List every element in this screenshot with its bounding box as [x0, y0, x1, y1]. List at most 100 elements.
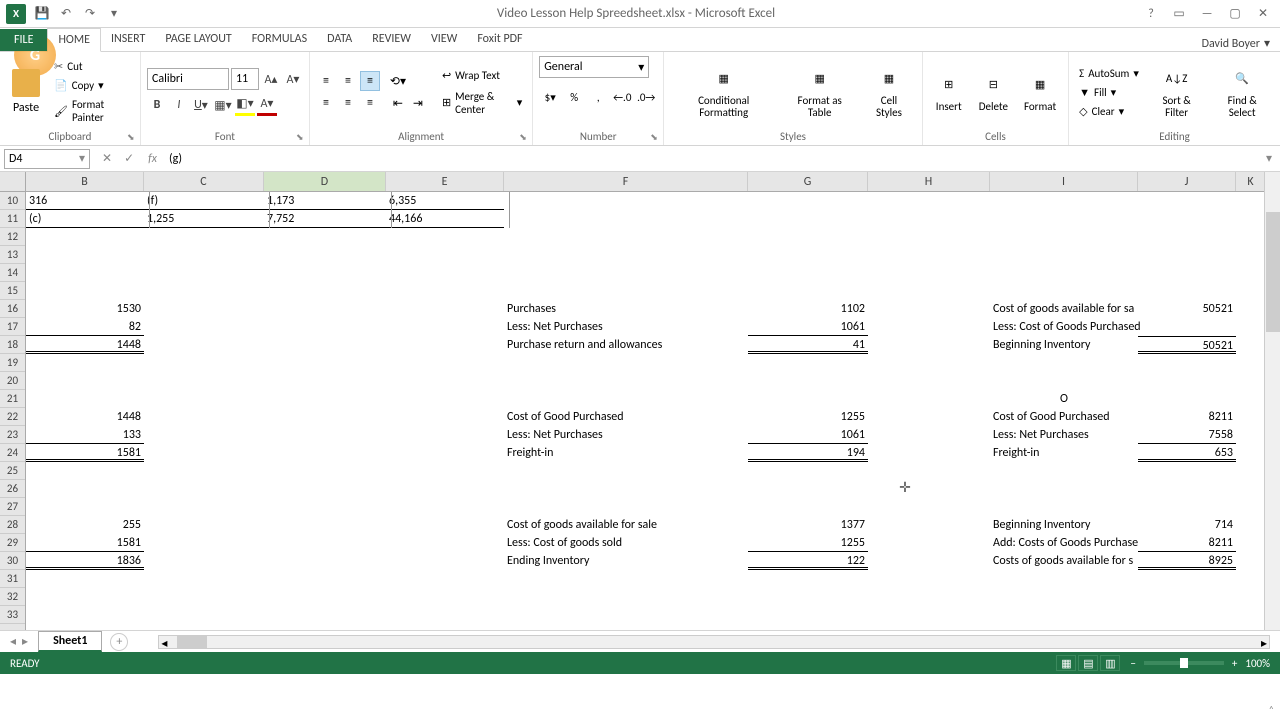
row-header[interactable]: 22	[0, 408, 25, 426]
row-header[interactable]: 30	[0, 552, 25, 570]
cell[interactable]: 44,166	[386, 210, 504, 228]
row-header[interactable]: 15	[0, 282, 25, 300]
cell[interactable]: 6,355	[386, 192, 504, 210]
align-right-icon[interactable]: ≡	[360, 93, 380, 113]
cell[interactable]: Cost of Good Purchased	[990, 408, 1138, 426]
row-header[interactable]: 24	[0, 444, 25, 462]
italic-button[interactable]: I	[169, 94, 189, 116]
row-header[interactable]: 28	[0, 516, 25, 534]
cell[interactable]: 8211	[1138, 408, 1236, 426]
increase-decimal-icon[interactable]: ←.0	[611, 86, 633, 108]
format-painter-button[interactable]: 🖌Format Painter	[50, 96, 134, 126]
row-header[interactable]: 20	[0, 372, 25, 390]
align-bottom-icon[interactable]: ≡	[360, 71, 380, 91]
row-header[interactable]: 11	[0, 210, 25, 228]
clear-button[interactable]: ◇Clear▾	[1075, 103, 1143, 120]
font-name-select[interactable]	[147, 68, 229, 90]
decrease-decimal-icon[interactable]: .0→	[635, 86, 657, 108]
save-icon[interactable]: 💾	[34, 6, 50, 22]
vertical-scrollbar[interactable]	[1264, 172, 1280, 630]
ribbon-tab-home[interactable]: HOME	[47, 28, 101, 52]
alignment-launcher-icon[interactable]: ⬊	[519, 132, 529, 142]
row-header[interactable]: 26	[0, 480, 25, 498]
align-left-icon[interactable]: ≡	[316, 93, 336, 113]
decrease-font-icon[interactable]: A▾	[283, 68, 303, 90]
cell[interactable]: O	[990, 390, 1138, 408]
cell[interactable]: Purchases	[504, 300, 748, 318]
column-header[interactable]: E	[386, 172, 504, 191]
cell[interactable]: (f)	[144, 192, 264, 210]
merge-button[interactable]: ⊞Merge & Center▾	[438, 88, 526, 118]
row-header[interactable]: 21	[0, 390, 25, 408]
column-header[interactable]: I	[990, 172, 1138, 191]
font-color-button[interactable]: A▾	[257, 94, 277, 116]
comma-icon[interactable]: ,	[587, 86, 609, 108]
row-header[interactable]: 17	[0, 318, 25, 336]
fx-icon[interactable]: fx	[142, 152, 163, 166]
column-header[interactable]: K	[1236, 172, 1266, 191]
cell[interactable]: 7,752	[264, 210, 386, 228]
close-icon[interactable]: ✕	[1256, 7, 1270, 21]
cell[interactable]: (c)	[26, 210, 144, 228]
zoom-slider[interactable]	[1144, 661, 1224, 665]
select-all-corner[interactable]	[0, 172, 26, 192]
row-header[interactable]: 31	[0, 570, 25, 588]
number-launcher-icon[interactable]: ⬊	[650, 132, 660, 142]
cell[interactable]: 50521	[1138, 336, 1236, 354]
bold-button[interactable]: B	[147, 94, 167, 116]
cell[interactable]: 133	[26, 426, 144, 444]
vscroll-thumb[interactable]	[1266, 212, 1280, 332]
cell[interactable]: Less: Cost of Goods Purchased	[990, 318, 1138, 336]
cell[interactable]: Freight-in	[504, 444, 748, 462]
wrap-text-button[interactable]: ↩Wrap Text	[438, 67, 526, 84]
ribbon-tab-insert[interactable]: INSERT	[101, 28, 155, 51]
ribbon-options-icon[interactable]: ▭	[1172, 7, 1186, 21]
zoom-out-icon[interactable]: −	[1130, 657, 1135, 670]
cell[interactable]: 50521	[1138, 300, 1236, 318]
row-header[interactable]: 23	[0, 426, 25, 444]
normal-view-icon[interactable]: ▦	[1056, 655, 1076, 671]
cell[interactable]: Less: Net Purchases	[504, 318, 748, 336]
ribbon-tab-page-layout[interactable]: PAGE LAYOUT	[155, 28, 241, 51]
insert-button[interactable]: ⊞Insert	[929, 69, 969, 115]
format-table-button[interactable]: ▦Format as Table	[781, 63, 858, 121]
border-button[interactable]: ▦▾	[213, 94, 233, 116]
cell[interactable]: Ending Inventory	[504, 552, 748, 570]
row-header[interactable]: 10	[0, 192, 25, 210]
cell[interactable]: 8211	[1138, 534, 1236, 552]
zoom-in-icon[interactable]: +	[1232, 657, 1237, 670]
cell[interactable]: 1061	[748, 426, 868, 444]
cut-button[interactable]: ✂Cut	[50, 58, 134, 75]
autosum-button[interactable]: ΣAutoSum▾	[1075, 65, 1143, 82]
cell[interactable]: 1,173	[264, 192, 386, 210]
currency-icon[interactable]: $▾	[539, 86, 561, 108]
cancel-formula-icon[interactable]: ✕	[102, 151, 112, 166]
ribbon-tab-review[interactable]: REVIEW	[362, 28, 421, 51]
cell[interactable]: Cost of goods available for sa	[990, 300, 1138, 318]
row-header[interactable]: 16	[0, 300, 25, 318]
row-header[interactable]: 12	[0, 228, 25, 246]
increase-font-icon[interactable]: A▴	[261, 68, 281, 90]
cell[interactable]: 122	[748, 552, 868, 570]
ribbon-tab-foxit-pdf[interactable]: Foxit PDF	[467, 28, 532, 51]
fill-button[interactable]: ▼Fill▾	[1075, 84, 1143, 101]
cell[interactable]: 1448	[26, 408, 144, 426]
align-middle-icon[interactable]: ≡	[338, 71, 358, 91]
cell[interactable]: 1530	[26, 300, 144, 318]
find-select-button[interactable]: 🔍Find & Select	[1210, 63, 1274, 121]
ribbon-tab-view[interactable]: VIEW	[421, 28, 467, 51]
cell[interactable]: 82	[26, 318, 144, 336]
sheet-tab[interactable]: Sheet1	[38, 631, 102, 652]
maximize-icon[interactable]: ▢	[1228, 7, 1242, 21]
fill-color-button[interactable]: ◧▾	[235, 94, 255, 116]
redo-icon[interactable]: ↷	[82, 6, 98, 22]
font-launcher-icon[interactable]: ⬊	[296, 132, 306, 142]
column-header[interactable]: G	[748, 172, 868, 191]
row-header[interactable]: 25	[0, 462, 25, 480]
page-layout-view-icon[interactable]: ▤	[1078, 655, 1098, 671]
row-header[interactable]: 19	[0, 354, 25, 372]
cell[interactable]: 1836	[26, 552, 144, 570]
delete-button[interactable]: ⊟Delete	[973, 69, 1014, 115]
cell[interactable]: 8925	[1138, 552, 1236, 570]
page-break-view-icon[interactable]: ▥	[1100, 655, 1120, 671]
